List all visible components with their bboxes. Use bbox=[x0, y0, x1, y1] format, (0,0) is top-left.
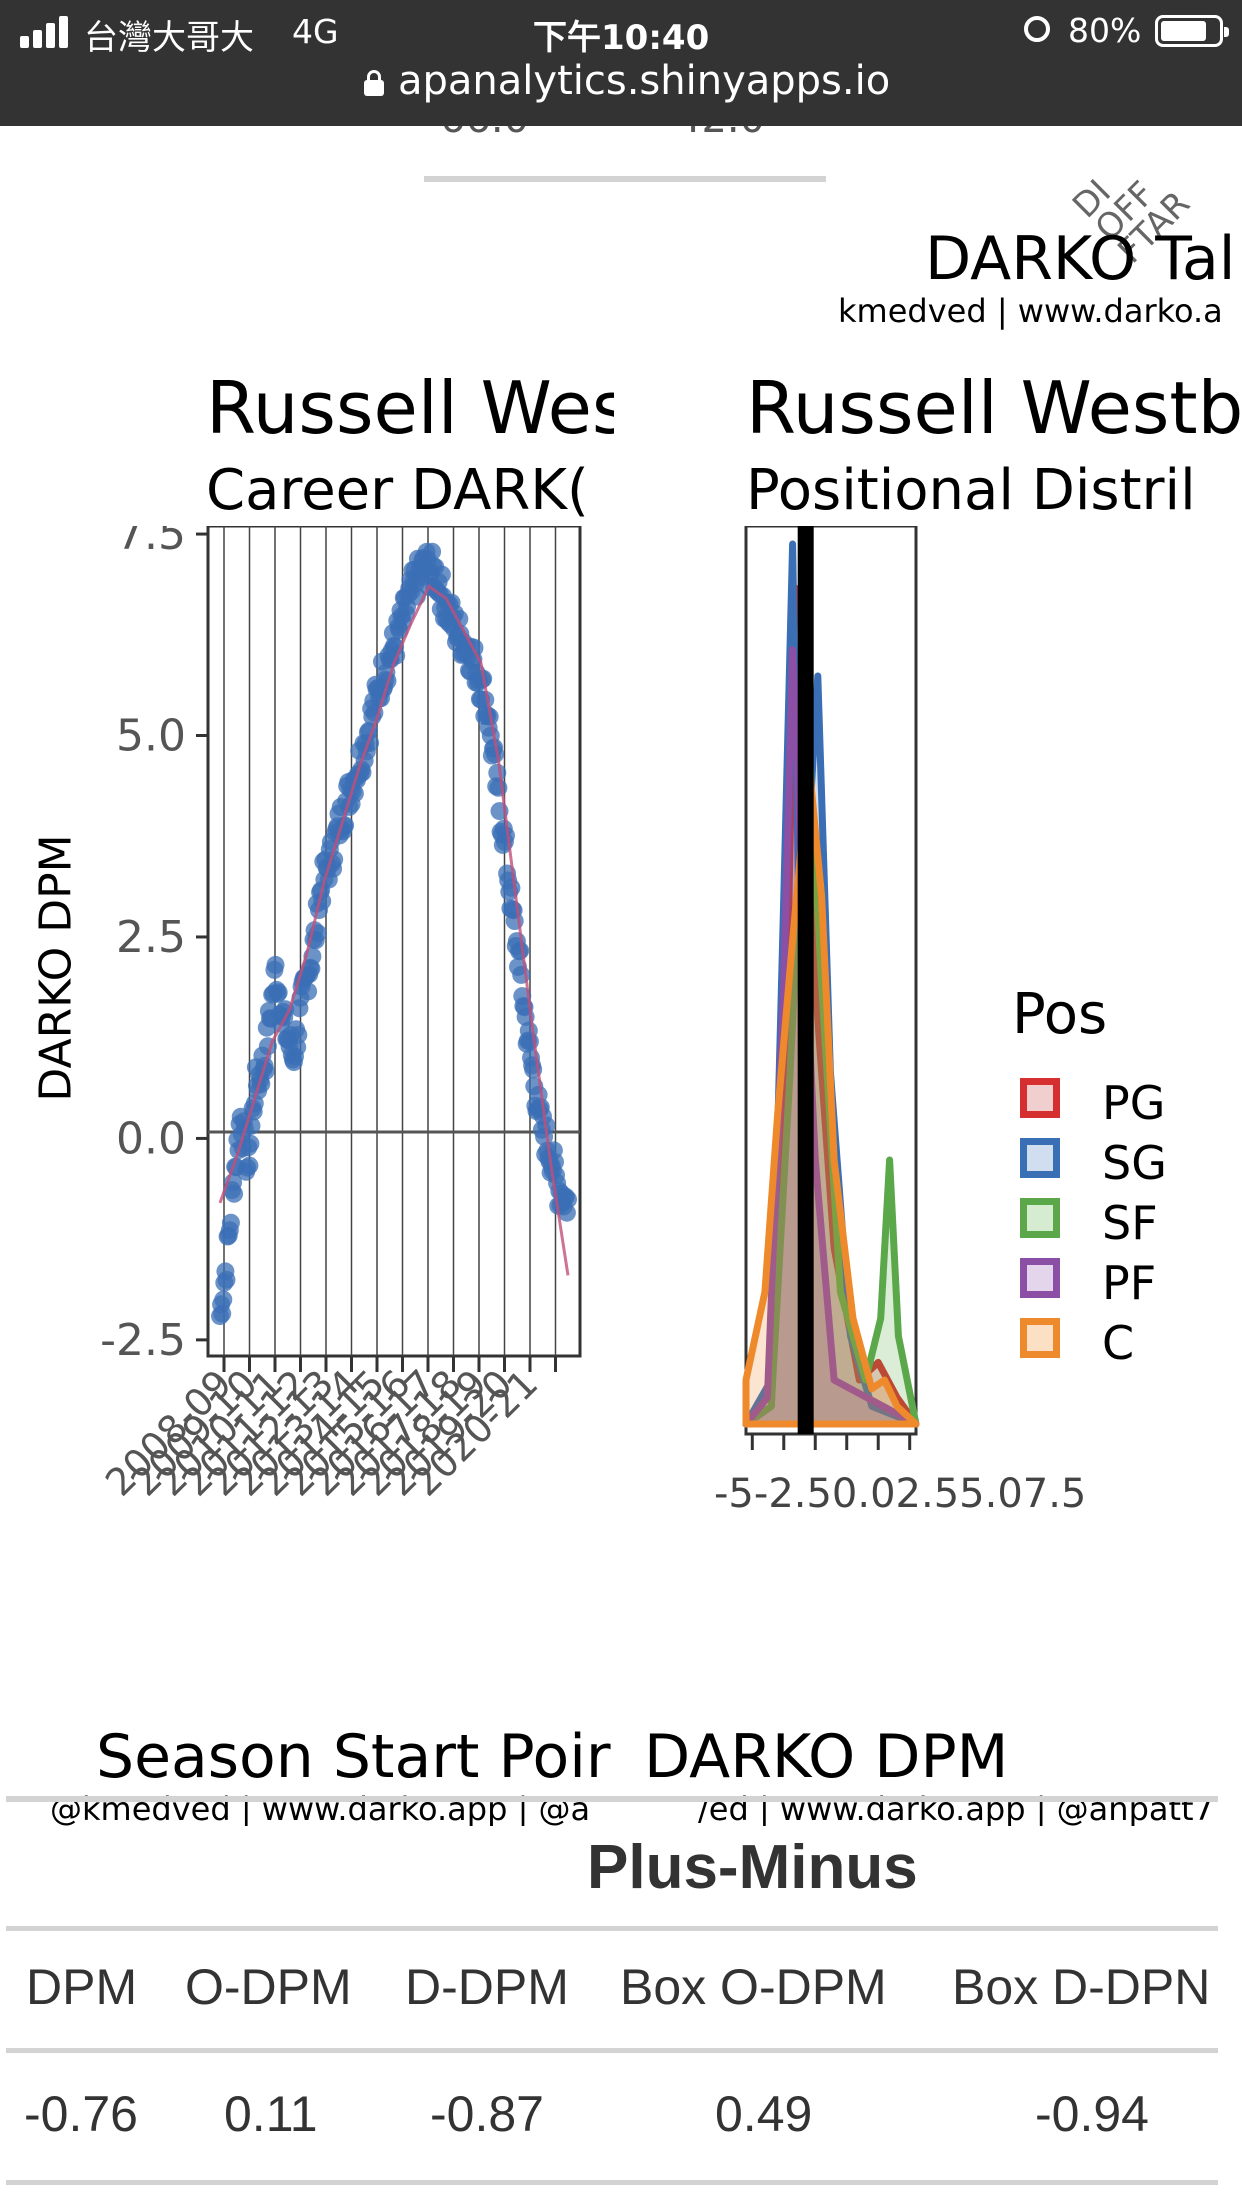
career-data-point bbox=[269, 983, 288, 1002]
table-top-rule bbox=[6, 1796, 1218, 1802]
career-data-point bbox=[225, 1184, 244, 1203]
battery-fill bbox=[1161, 21, 1206, 41]
career-data-point bbox=[432, 565, 451, 584]
career-y-tick-label: -2.5 bbox=[100, 1315, 186, 1366]
column-header-box-d-dpm[interactable]: Box D-DPN bbox=[952, 1959, 1211, 2015]
battery-percent: 80% bbox=[1068, 11, 1142, 50]
career-data-point bbox=[559, 1190, 577, 1209]
legend-swatch-sf bbox=[1020, 1198, 1060, 1238]
career-y-tick-label: 5.0 bbox=[116, 711, 186, 762]
cell-box-d-dpm: -0.94 bbox=[1035, 2086, 1149, 2142]
partial-value-left: 66.0 bbox=[440, 126, 529, 142]
career-data-point bbox=[299, 982, 318, 1001]
talent-card-byline: kmedved | www.darko.a bbox=[838, 292, 1223, 330]
alarm-icon bbox=[1024, 16, 1050, 42]
career-y-tick-label: 0.0 bbox=[116, 1113, 186, 1164]
career-data-point bbox=[497, 826, 515, 845]
column-header-dpm[interactable]: DPM bbox=[26, 1959, 138, 2015]
legend-title: Pos bbox=[1012, 982, 1108, 1047]
column-header-box-o-dpm[interactable]: Box O-DPM bbox=[620, 1959, 887, 2015]
career-data-point bbox=[241, 1134, 260, 1153]
career-data-point bbox=[502, 878, 521, 897]
career-y-tick-label: 2.5 bbox=[116, 912, 186, 963]
status-bar: 台灣大哥大 4G 下午10:40 80% apanalytics.shinyap… bbox=[0, 0, 1242, 126]
table-body-rule bbox=[6, 2048, 1218, 2053]
positional-chart-panel: Russell Westb Positional Distril -5-2.50… bbox=[614, 366, 1242, 1826]
career-data-point bbox=[221, 1213, 240, 1232]
clock: 下午10:40 bbox=[533, 18, 710, 58]
career-data-point bbox=[511, 941, 530, 960]
legend-swatch-pg bbox=[1020, 1078, 1060, 1118]
table-bottom-rule bbox=[6, 2180, 1218, 2185]
density-sf bbox=[742, 716, 920, 1428]
lock-icon bbox=[364, 70, 384, 96]
career-chart-subtitle: Career DARK( bbox=[206, 458, 589, 523]
positional-x-axis-label: DARKO DPM bbox=[644, 1722, 1009, 1792]
positional-chart-svg: -5-2.50.02.55.07.5 bbox=[714, 526, 1086, 1517]
career-x-axis-label: Season Start Poir bbox=[96, 1722, 611, 1792]
career-chart-panel: Russell Wes Career DARK( DARKO DPM 7.5 5.… bbox=[0, 366, 615, 1826]
battery-icon bbox=[1155, 15, 1229, 47]
table-header-rule bbox=[6, 1926, 1218, 1931]
career-data-point bbox=[214, 1290, 233, 1309]
signal-strength-icon bbox=[20, 14, 72, 48]
career-chart-svg: 7.55.02.50.0-2.5 2008-092009-102010-1120… bbox=[97, 526, 582, 1505]
density-c bbox=[742, 760, 920, 1428]
career-data-point bbox=[423, 542, 442, 561]
column-header-o-dpm[interactable]: O-DPM bbox=[185, 1959, 352, 2015]
partial-value-right: 42.0 bbox=[676, 126, 765, 142]
positional-x-tick-labels: -5-2.50.02.55.07.5 bbox=[714, 1471, 1086, 1517]
carrier-label: 台灣大哥大 bbox=[84, 18, 254, 58]
table-group-header: Plus-Minus bbox=[587, 1833, 918, 1902]
cell-d-dpm: -0.87 bbox=[430, 2086, 544, 2142]
talent-card-title: DARKO Tal bbox=[925, 224, 1236, 294]
career-data-point bbox=[213, 1304, 232, 1323]
career-data-point bbox=[266, 955, 285, 974]
career-data-point bbox=[557, 1203, 576, 1222]
legend-swatch-c bbox=[1020, 1318, 1060, 1358]
career-chart-title: Russell Wes bbox=[206, 366, 614, 450]
column-header-d-dpm[interactable]: D-DPM bbox=[405, 1959, 569, 2015]
career-trend-line bbox=[218, 584, 570, 1276]
cell-dpm: -0.76 bbox=[24, 2086, 138, 2142]
positional-chart-title: Russell Westb bbox=[746, 366, 1242, 450]
page-content: 66.0 42.0 DI OFF FTAR DARKO Tal kmedved … bbox=[0, 126, 1242, 2208]
section-divider bbox=[424, 176, 826, 182]
career-data-point bbox=[489, 778, 508, 797]
career-y-tick-label: 7.5 bbox=[116, 526, 186, 560]
career-data-point bbox=[289, 1025, 308, 1044]
career-data-point bbox=[240, 1156, 259, 1175]
network-type: 4G bbox=[292, 12, 339, 51]
career-data-point bbox=[217, 1270, 236, 1289]
corner-label-rotated: DI OFF FTAR bbox=[1065, 172, 1198, 272]
legend-swatch-sg bbox=[1020, 1138, 1060, 1178]
cell-box-o-dpm: 0.49 bbox=[715, 2086, 813, 2142]
url-bar[interactable]: apanalytics.shinyapps.io bbox=[398, 58, 891, 104]
legend-swatch-pf bbox=[1020, 1258, 1060, 1298]
positional-chart-subtitle: Positional Distril bbox=[746, 458, 1196, 523]
cell-o-dpm: 0.11 bbox=[224, 2086, 318, 2142]
